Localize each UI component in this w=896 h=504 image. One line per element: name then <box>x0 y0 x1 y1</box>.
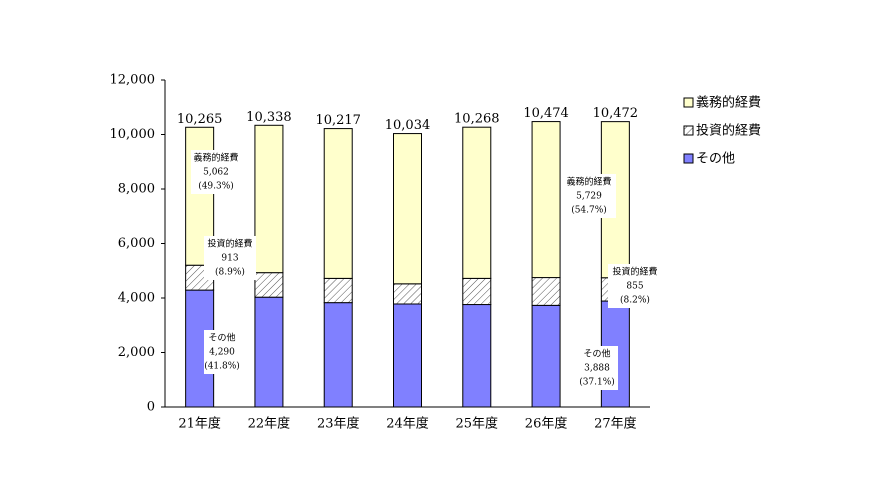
legend-swatch <box>683 125 694 136</box>
bar-segment <box>531 304 561 408</box>
annotation-text: 5,062 <box>203 168 229 178</box>
bar-segment <box>323 128 353 279</box>
total-label: 10,474 <box>523 106 569 121</box>
annotation: 義務的経費 5,729 (54.7%) <box>562 174 616 218</box>
bar-segment <box>531 277 561 306</box>
annotation-box <box>191 150 241 194</box>
x-tick-label: 24年度 <box>386 416 429 432</box>
annotation-box <box>204 330 240 374</box>
annotation-text: 5,729 <box>576 192 602 202</box>
annotation-text: その他 <box>583 348 610 360</box>
x-tick-label: 22年度 <box>248 416 291 432</box>
annotation-text: 855 <box>626 282 643 292</box>
bar-segment <box>393 283 422 305</box>
total-label: 10,268 <box>454 112 500 127</box>
bar-segment <box>531 121 561 279</box>
y-tick-label: 8,000 <box>118 182 155 197</box>
annotation-text: 投資的経費 <box>612 266 657 278</box>
y-tick-label: 6,000 <box>118 236 155 251</box>
total-label: 10,338 <box>246 110 292 125</box>
x-tick-label: 27年度 <box>594 416 637 432</box>
total-label: 10,217 <box>315 113 361 128</box>
x-tick-label: 25年度 <box>456 416 499 432</box>
bar-segment <box>323 302 353 408</box>
y-tick-label: 10,000 <box>110 127 156 142</box>
y-tick-label: 12,000 <box>110 73 156 88</box>
x-tick-label: 21年度 <box>178 416 221 432</box>
bar-segment <box>254 124 284 274</box>
annotation-text: 義務的経費 <box>566 176 611 188</box>
annotation-text: (37.1%) <box>579 377 615 388</box>
y-tick-label: 0 <box>147 400 155 415</box>
annotation-text: (8.9%) <box>215 267 245 278</box>
bar-segment <box>323 277 353 304</box>
legend-label: 義務的経費 <box>696 95 761 111</box>
annotation-text: その他 <box>208 332 235 344</box>
bar-segment <box>254 272 284 298</box>
x-tick-label: 23年度 <box>317 416 360 432</box>
annotation-text: 投資的経費 <box>207 238 252 250</box>
annotation-text: (8.2%) <box>620 295 650 306</box>
x-tick-label: 26年度 <box>525 416 568 432</box>
annotation-box <box>576 346 618 390</box>
legend-swatch <box>683 153 694 164</box>
annotation-text: (49.3%) <box>198 181 234 192</box>
legend-label: 投資的経費 <box>696 123 761 139</box>
bar-segment <box>393 133 422 285</box>
annotation-box <box>562 174 616 218</box>
bar-segment <box>462 126 492 279</box>
annotation-box <box>608 264 662 308</box>
annotation: 義務的経費 5,062 (49.3%) <box>191 150 241 194</box>
annotation: その他 4,290 (41.8%) <box>204 330 240 374</box>
total-label: 10,472 <box>593 106 639 121</box>
bar-segment <box>254 296 284 408</box>
annotation-text: 913 <box>221 254 238 264</box>
bar-segment <box>462 304 492 408</box>
annotation-text: 3,888 <box>584 364 610 374</box>
total-label: 10,265 <box>177 112 223 127</box>
legend-swatch <box>683 97 694 108</box>
y-tick-label: 4,000 <box>118 291 155 306</box>
annotation: 投資的経費 855 (8.2%) <box>608 264 662 308</box>
total-label: 10,034 <box>385 118 431 133</box>
y-tick-label: 2,000 <box>118 345 155 360</box>
bar-segment <box>393 303 422 408</box>
bar-segment <box>462 277 492 306</box>
annotation-text: (41.8%) <box>204 361 240 372</box>
annotation: その他 3,888 (37.1%) <box>576 346 618 390</box>
annotation: 投資的経費 913 (8.9%) <box>204 236 256 280</box>
annotation-box <box>204 236 256 280</box>
legend-label: その他 <box>696 152 735 167</box>
annotation-text: (54.7%) <box>571 205 607 216</box>
annotation-text: 4,290 <box>209 348 235 358</box>
annotation-text: 義務的経費 <box>193 152 238 164</box>
